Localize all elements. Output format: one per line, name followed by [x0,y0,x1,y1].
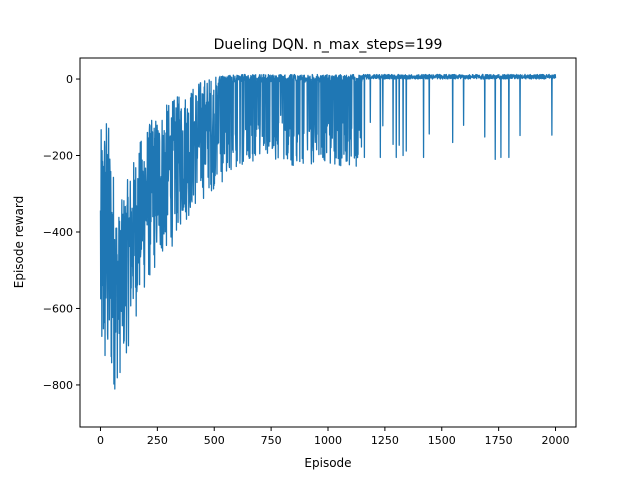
y-tick-label: −400 [43,226,73,239]
plot-area [99,73,557,390]
x-tick-label: 500 [204,434,225,447]
x-axis-label: Episode [304,456,351,470]
x-tick-label: 750 [261,434,282,447]
x-tick-label: 1250 [371,434,399,447]
reward-series-line [99,73,557,390]
x-tick-label: 1000 [314,434,342,447]
x-tick-label: 2000 [542,434,570,447]
y-tick-label: −200 [43,150,73,163]
y-axis-label: Episode reward [12,196,26,289]
x-tick-label: 250 [147,434,168,447]
x-tick-label: 1750 [485,434,513,447]
y-tick-label: −800 [43,379,73,392]
chart-title: Dueling DQN. n_max_steps=199 [214,37,443,53]
y-tick-label: 0 [66,73,73,86]
y-tick-label: −600 [43,302,73,315]
x-axis: 0 250 500 750 1000 1250 1500 1750 2000 [97,427,570,447]
x-tick-label: 0 [97,434,104,447]
x-tick-label: 1500 [428,434,456,447]
y-axis: −800 −600 −400 −200 0 [43,73,80,392]
